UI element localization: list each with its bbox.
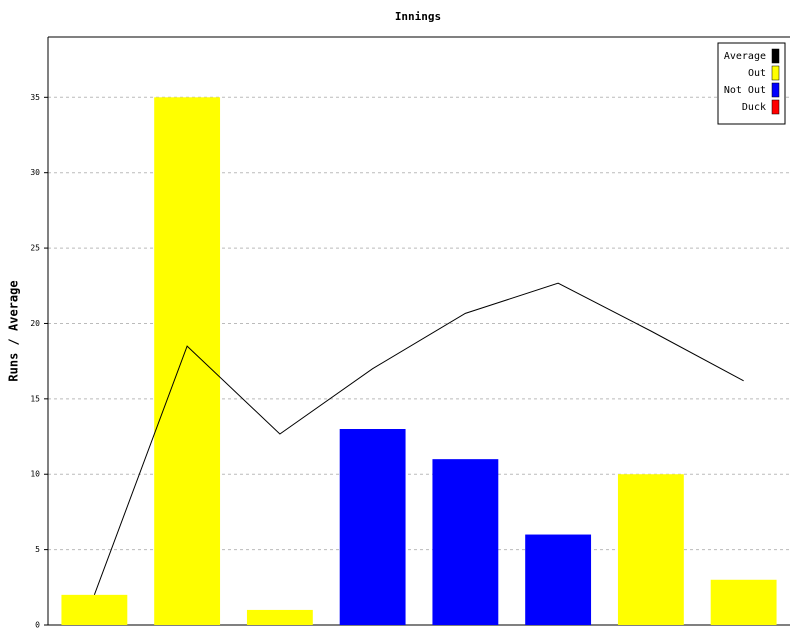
y-tick-label: 20 (30, 319, 40, 328)
legend-label: Duck (742, 102, 766, 113)
y-tick-label: 35 (30, 93, 40, 102)
legend-label: Out (748, 68, 766, 79)
bar (154, 97, 221, 626)
bar (432, 459, 499, 625)
legend-swatch (771, 82, 780, 98)
y-tick-label: 30 (30, 168, 40, 177)
legend-swatch (771, 48, 780, 64)
bar (710, 579, 777, 625)
chart-title: Innings (395, 10, 441, 23)
bar (246, 609, 313, 625)
y-tick-label: 10 (30, 470, 40, 479)
bar (617, 474, 684, 625)
y-tick-label: 25 (30, 244, 40, 253)
y-tick-label: 15 (30, 394, 40, 403)
y-tick-label: 0 (35, 621, 40, 630)
legend-label: Average (724, 51, 766, 62)
bar (339, 429, 406, 625)
y-axis-label: Runs / Average (7, 280, 21, 381)
legend-swatch (771, 99, 780, 115)
y-tick-label: 5 (35, 545, 40, 554)
legend-swatch (771, 65, 780, 81)
bar (61, 594, 128, 625)
bar (525, 534, 592, 625)
average-line (93, 282, 744, 596)
legend-label: Not Out (724, 85, 766, 96)
